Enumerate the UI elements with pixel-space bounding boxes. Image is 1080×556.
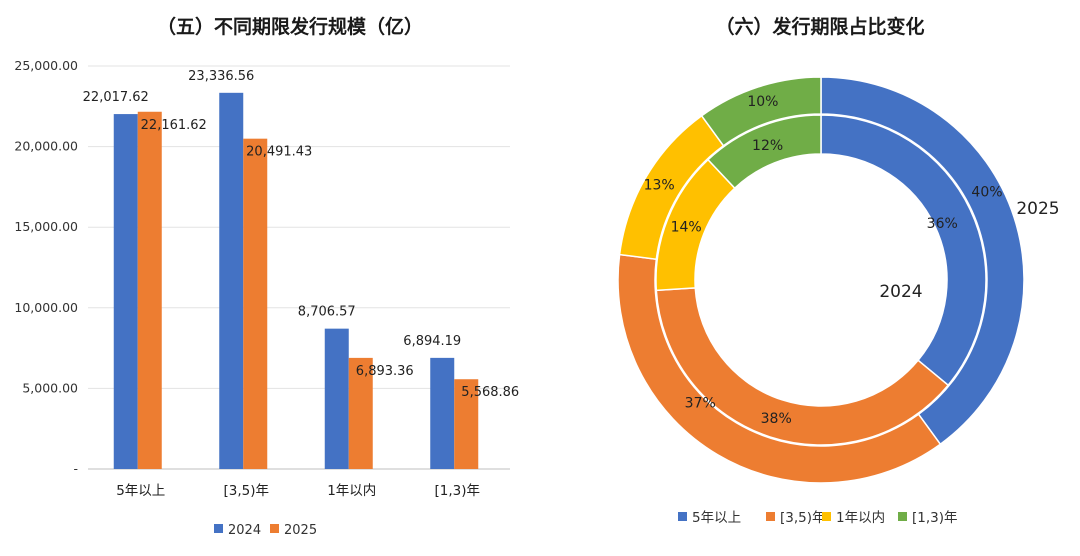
legend-swatch [270,524,279,533]
x-tick-label: [3,5)年 [223,483,269,499]
bar-2025-2 [348,357,373,469]
y-tick-label: 15,000.00 [14,219,78,234]
legend-label: 2024 [228,523,261,538]
y-tick-label: 10,000.00 [14,300,78,315]
slice-label: 13% [644,177,675,193]
slice-2024-3 [706,114,822,190]
bar-2024-3 [430,357,455,469]
donut-chart: 36% 38% 14% 12% 40% 37% 13% 10% 2024 2025 5年以上 [3,5… [617,76,1060,526]
bar-2024-0 [113,114,138,470]
slice-label: 37% [685,395,716,411]
slice-label: 40% [971,185,1002,201]
y-tick-label: - [73,461,78,476]
bar-chart: - 5,000.00 10,000.00 15,000.00 20,000.00 25,0… [14,58,519,538]
legend-label: 5年以上 [692,510,741,526]
y-tick-label: 5,000.00 [22,380,78,395]
data-label: 5,568.86 [461,385,519,400]
y-tick-label: 25,000.00 [14,58,78,73]
bar-2025-0 [137,111,162,469]
data-label: 8,706.57 [298,305,356,320]
data-label: 22,017.62 [83,90,149,105]
legend-label: [1,3)年 [912,510,958,526]
legend-swatch [822,512,831,521]
slice-label: 12% [752,138,783,154]
y-tick-label: 20,000.00 [14,139,78,154]
x-tick-label: 5年以上 [116,483,165,499]
legend-swatch [766,512,775,521]
slice-2025-3 [700,76,822,147]
donut-chart-title: （六）发行期限占比变化 [715,16,925,38]
slice-label: 36% [927,216,958,232]
legend-label: 2025 [284,523,317,538]
data-label: 22,161.62 [141,118,207,133]
outer-ring-label: 2025 [1016,199,1059,219]
slice-label: 38% [761,411,792,427]
legend-swatch [678,512,687,521]
bar-2024-2 [324,328,349,469]
bar-chart-title: （五）不同期限发行规模（亿） [156,16,423,38]
legend-label: 1年以内 [836,510,885,526]
data-label: 6,893.36 [356,364,414,379]
legend-swatch [898,512,907,521]
slice-label: 10% [747,94,778,110]
x-tick-label: 1年以内 [327,483,376,499]
bar-2025-3 [454,379,479,469]
bar-2024-1 [219,92,244,470]
data-label: 23,336.56 [188,69,254,84]
data-label: 20,491.43 [246,145,312,160]
legend-swatch [214,524,223,533]
legend-label: [3,5)年 [780,510,826,526]
center-label: 2024 [879,282,922,302]
x-tick-label: [1,3)年 [434,483,480,499]
data-label: 6,894.19 [403,334,461,349]
bar-2025-1 [243,138,268,469]
slice-label: 14% [671,220,702,236]
